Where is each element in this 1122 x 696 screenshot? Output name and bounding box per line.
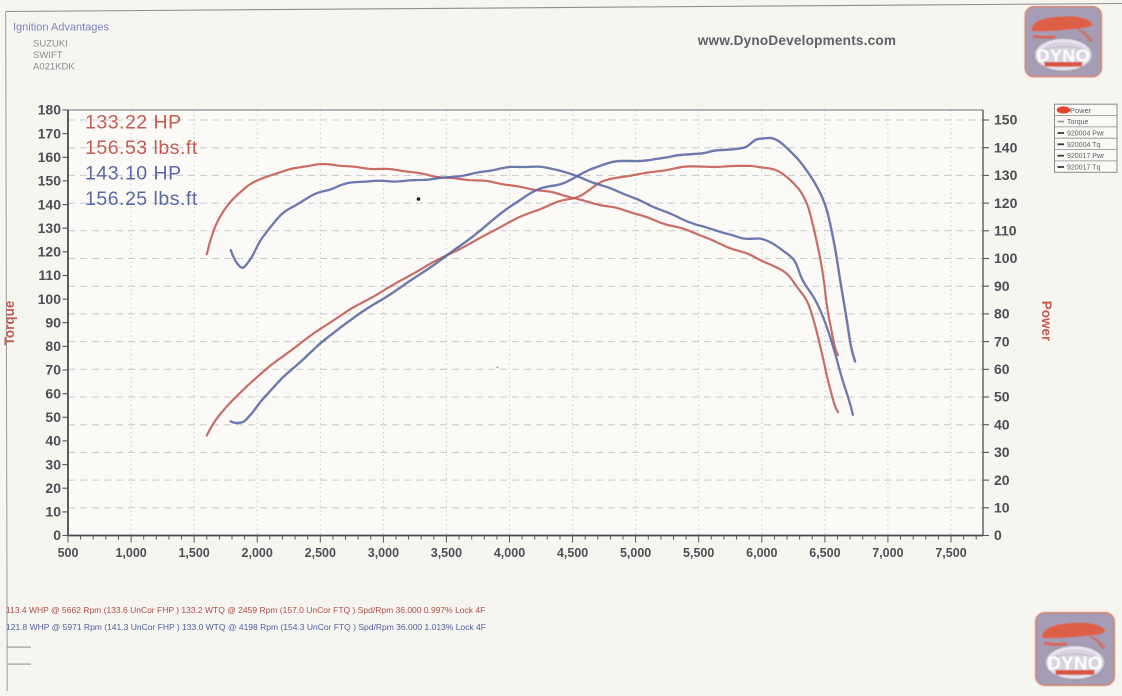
svg-text:40: 40	[994, 416, 1010, 432]
svg-text:10: 10	[45, 504, 61, 520]
svg-text:10: 10	[994, 500, 1010, 516]
svg-text:7,000: 7,000	[872, 546, 903, 560]
svg-text:170: 170	[38, 125, 62, 141]
svg-text:140: 140	[994, 139, 1018, 155]
svg-text:20: 20	[994, 472, 1010, 488]
svg-text:100: 100	[994, 250, 1018, 266]
svg-text:4,000: 4,000	[494, 546, 525, 560]
svg-text:60: 60	[994, 361, 1010, 377]
svg-text:SWIFT: SWIFT	[33, 50, 63, 61]
svg-text:SUZUKI: SUZUKI	[33, 39, 68, 50]
svg-text:Torque: Torque	[2, 300, 17, 345]
svg-text:50: 50	[994, 389, 1010, 405]
svg-text:120: 120	[994, 195, 1018, 211]
svg-text:920004 Pwr: 920004 Pwr	[1067, 131, 1105, 138]
svg-text:100: 100	[38, 291, 62, 307]
svg-text:5,500: 5,500	[683, 546, 714, 560]
svg-text:80: 80	[45, 338, 61, 354]
svg-text:160: 160	[38, 149, 62, 165]
svg-text:5,000: 5,000	[620, 546, 651, 560]
svg-text:110: 110	[994, 223, 1017, 239]
svg-text:143.10 HP: 143.10 HP	[85, 163, 182, 185]
svg-text:2,500: 2,500	[305, 546, 336, 560]
svg-text:Power: Power	[1070, 106, 1092, 115]
svg-text:156.25 lbs.ft: 156.25 lbs.ft	[85, 188, 198, 210]
svg-text:60: 60	[45, 385, 61, 401]
svg-text:2,000: 2,000	[242, 546, 273, 560]
svg-text:30: 30	[994, 444, 1010, 460]
svg-text:3,000: 3,000	[368, 546, 399, 560]
svg-text:150: 150	[994, 112, 1018, 128]
svg-text:113.4 WHP @ 5662 Rpm (133.6 Un: 113.4 WHP @ 5662 Rpm (133.6 UnCor FHP ) …	[6, 605, 485, 615]
svg-text:180: 180	[38, 102, 62, 118]
svg-text:110: 110	[38, 267, 61, 283]
svg-text:156.53 lbs.ft: 156.53 lbs.ft	[85, 137, 198, 159]
svg-text:80: 80	[994, 306, 1010, 322]
svg-text:Ignition Advantages: Ignition Advantages	[13, 22, 110, 34]
svg-text:140: 140	[38, 196, 62, 212]
svg-text:920017 Tq: 920017 Tq	[1067, 165, 1100, 172]
svg-text:920004 Tq: 920004 Tq	[1067, 142, 1100, 149]
svg-text:6,500: 6,500	[809, 546, 840, 560]
svg-text:4,500: 4,500	[557, 546, 588, 560]
svg-text:Power: Power	[1039, 301, 1054, 342]
svg-text:500: 500	[58, 546, 79, 560]
svg-text:90: 90	[45, 314, 61, 330]
svg-text:1,000: 1,000	[115, 546, 146, 560]
svg-text:www.DynoDevelopments.com: www.DynoDevelopments.com	[697, 33, 896, 48]
svg-text:920017 Pwr: 920017 Pwr	[1067, 153, 1105, 160]
svg-text:0: 0	[53, 527, 61, 543]
svg-text:40: 40	[45, 433, 61, 449]
svg-text:130: 130	[994, 167, 1018, 183]
svg-text:A021KDK: A021KDK	[33, 62, 75, 73]
svg-text:30: 30	[45, 456, 61, 472]
svg-text:50: 50	[45, 409, 61, 425]
svg-text:70: 70	[45, 362, 61, 378]
svg-text:70: 70	[994, 333, 1010, 349]
svg-text:121.8 WHP @ 5971 Rpm (141.3 Un: 121.8 WHP @ 5971 Rpm (141.3 UnCor FHP ) …	[6, 622, 486, 632]
svg-text:Torque: Torque	[1067, 119, 1089, 126]
svg-text:133.22 HP: 133.22 HP	[85, 112, 182, 134]
svg-text:90: 90	[994, 278, 1010, 294]
svg-text:0: 0	[994, 527, 1002, 543]
svg-text:1,500: 1,500	[178, 546, 209, 560]
svg-text:20: 20	[45, 480, 61, 496]
svg-text:120: 120	[38, 244, 62, 260]
svg-text:7,500: 7,500	[935, 546, 966, 560]
svg-text:3,500: 3,500	[431, 546, 462, 560]
svg-text:150: 150	[38, 173, 62, 189]
svg-text:6,000: 6,000	[746, 546, 777, 560]
svg-text:130: 130	[38, 220, 62, 236]
